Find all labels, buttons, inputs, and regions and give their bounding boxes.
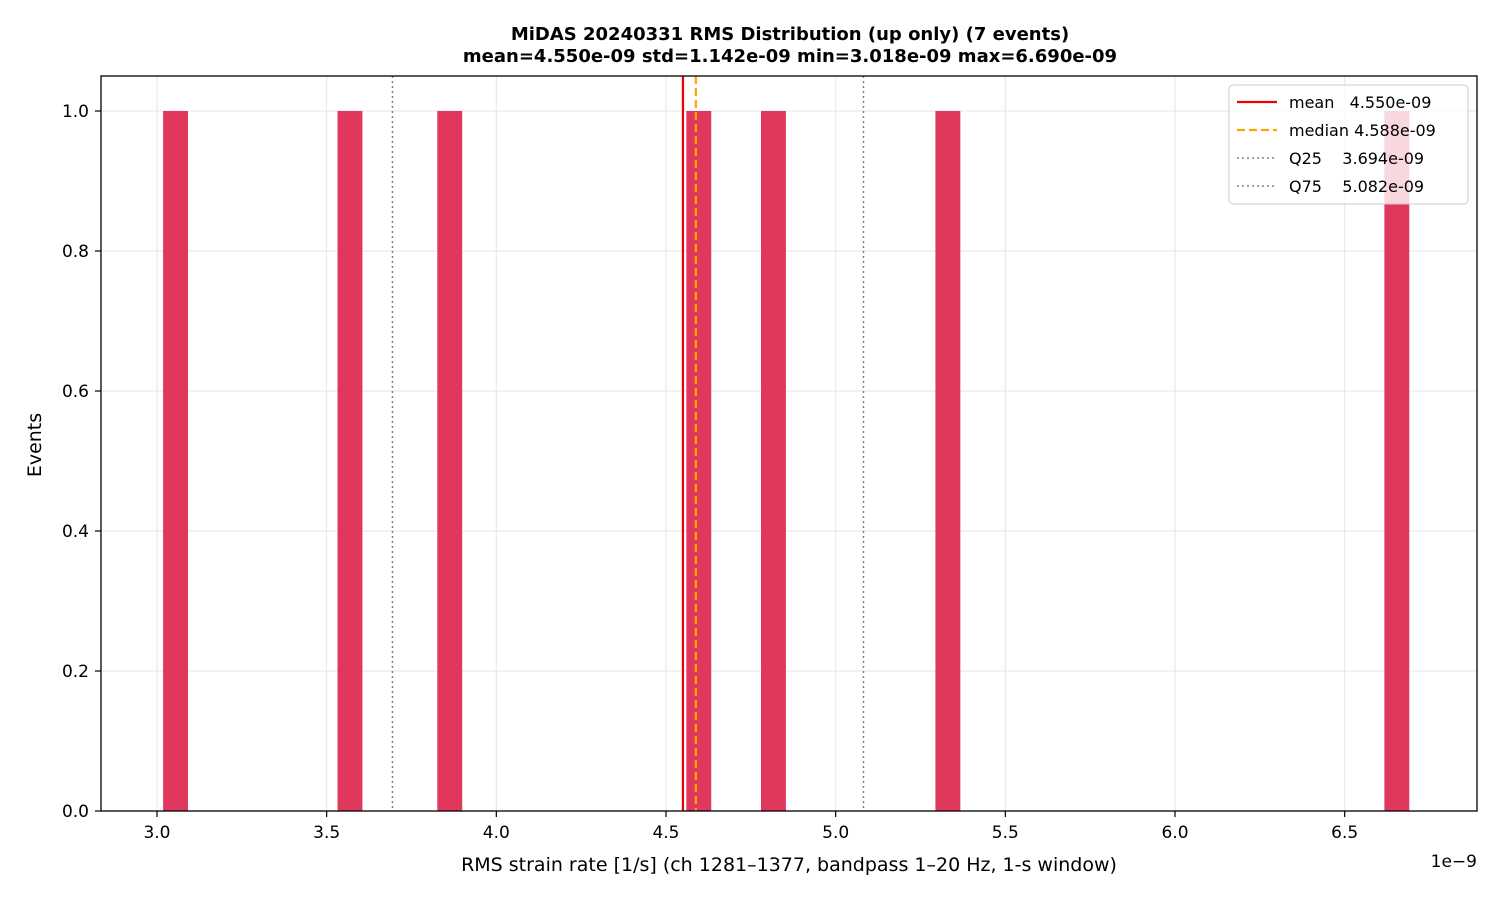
x-tick-label: 3.5 bbox=[313, 823, 340, 843]
legend: mean 4.550e-09 median 4.588e-09 Q25 3.694e… bbox=[1228, 84, 1469, 205]
legend-label: median 4.588e-09 bbox=[1289, 121, 1436, 140]
axis-ticks: 3.0 3.5 4.0 4.5 5.0 5.5 6.0 6.5 0.0 0.2 0.4 0.6 0.8 1… bbox=[62, 102, 1358, 843]
x-tick-label: 4.5 bbox=[652, 823, 679, 843]
legend-box bbox=[1228, 84, 1469, 205]
plot-frame bbox=[100, 75, 1478, 812]
chart-title: MiDAS 20240331 RMS Distribution (up only… bbox=[511, 24, 1069, 45]
histogram-bar bbox=[437, 111, 463, 811]
x-tick-label: 5.5 bbox=[992, 823, 1019, 843]
legend-label: Q25 3.694e-09 bbox=[1289, 149, 1424, 168]
y-axis-label: Events bbox=[24, 413, 46, 477]
x-tick-label: 6.5 bbox=[1331, 823, 1358, 843]
histogram-bar bbox=[163, 111, 189, 811]
x-tick-label: 5.0 bbox=[822, 823, 849, 843]
reference-lines bbox=[391, 76, 865, 811]
x-tick-label: 6.0 bbox=[1161, 823, 1188, 843]
legend-label: mean 4.550e-09 bbox=[1289, 93, 1431, 112]
histogram-bar bbox=[935, 111, 961, 811]
y-tick-label: 0.8 bbox=[62, 242, 89, 262]
x-axis-offset-label: 1e−9 bbox=[1431, 852, 1477, 872]
y-tick-label: 0.2 bbox=[62, 662, 89, 682]
legend-label: Q75 5.082e-09 bbox=[1289, 177, 1424, 196]
x-tick-label: 4.0 bbox=[483, 823, 510, 843]
histogram-bar bbox=[686, 111, 712, 811]
y-tick-label: 0.0 bbox=[62, 802, 89, 822]
y-tick-label: 0.6 bbox=[62, 382, 89, 402]
histogram-bar bbox=[337, 111, 363, 811]
y-tick-label: 0.4 bbox=[62, 522, 89, 542]
histogram-bar bbox=[1384, 111, 1410, 811]
x-axis-label: RMS strain rate [1/s] (ch 1281–1377, ban… bbox=[461, 854, 1117, 876]
y-tick-label: 1.0 bbox=[62, 102, 89, 122]
x-tick-label: 3.0 bbox=[143, 823, 170, 843]
bars bbox=[163, 111, 1410, 811]
chart-subtitle: mean=4.550e-09 std=1.142e-09 min=3.018e-… bbox=[463, 46, 1117, 67]
histogram-bar bbox=[761, 111, 786, 811]
